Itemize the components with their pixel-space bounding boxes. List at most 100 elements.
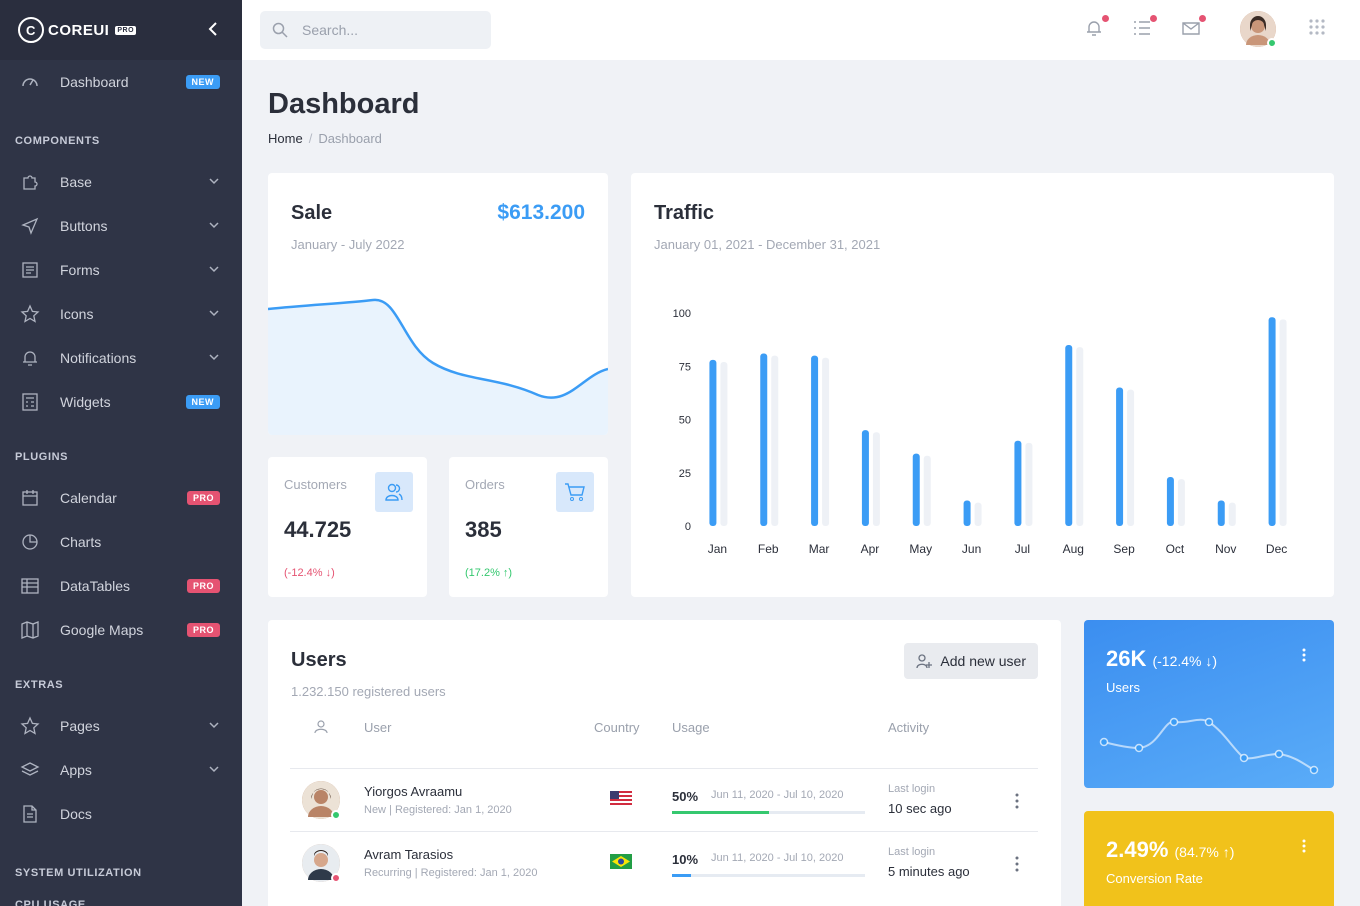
more-vertical-icon[interactable] xyxy=(1302,648,1306,662)
calculator-icon xyxy=(20,392,40,412)
chevron-down-icon xyxy=(209,222,219,229)
bar-mar-series-1[interactable] xyxy=(811,355,819,526)
user-avatar[interactable] xyxy=(1240,11,1277,48)
search-input[interactable] xyxy=(302,22,482,38)
notifications-button[interactable] xyxy=(1084,15,1109,40)
sidebar-item-base[interactable]: Base xyxy=(0,160,242,204)
bar-feb-series-2[interactable] xyxy=(771,355,779,526)
sidebar-item-dashboard[interactable]: Dashboard NEW xyxy=(0,60,242,104)
notification-dot xyxy=(1199,15,1206,22)
y-tick-label: 75 xyxy=(679,361,691,373)
bar-jan-series-1[interactable] xyxy=(709,359,717,526)
activity-value: 10 sec ago xyxy=(888,801,952,816)
table-row[interactable]: Avram Tarasios Recurring | Registered: J… xyxy=(290,831,1038,894)
sidebar-item-icons[interactable]: Icons xyxy=(0,292,242,336)
offline-status xyxy=(331,873,341,883)
sidebar-item-calendar[interactable]: Calendar PRO xyxy=(0,476,242,520)
search-box[interactable] xyxy=(260,11,491,49)
column-header-user[interactable]: User xyxy=(364,720,392,735)
add-user-button[interactable]: Add new user xyxy=(904,643,1038,679)
bar-jun-series-2[interactable] xyxy=(974,502,982,526)
pro-badge: PRO xyxy=(186,623,220,637)
widget-conversion-delta: (84.7% ↑) xyxy=(1174,844,1235,860)
sidebar-collapse-button[interactable] xyxy=(206,20,220,38)
sidebar-item-buttons[interactable]: Buttons xyxy=(0,204,242,248)
bar-feb-series-1[interactable] xyxy=(760,353,768,526)
traffic-chart: 100 75 50 25 0 Jan Feb Mar Apr May Jun Jul Aug Sep Oct… xyxy=(673,308,1288,556)
orders-card: Orders 385 (17.2% ↑) xyxy=(449,457,608,597)
bar-sep-series-1[interactable] xyxy=(1116,387,1124,526)
notification-dot xyxy=(1150,15,1157,22)
bar-nov-series-1[interactable] xyxy=(1217,500,1225,526)
bar-aug-series-2[interactable] xyxy=(1076,347,1084,526)
tasks-button[interactable] xyxy=(1132,15,1157,40)
bar-oct-series-2[interactable] xyxy=(1177,479,1185,526)
bar-jul-series-2[interactable] xyxy=(1025,442,1033,526)
brand-name: COREUI xyxy=(48,21,110,39)
column-header-country[interactable]: Country xyxy=(594,720,640,735)
usage-progress-fill xyxy=(672,874,692,877)
messages-button[interactable] xyxy=(1181,15,1206,40)
bar-aug-series-1[interactable] xyxy=(1065,344,1073,526)
spreadsheet-icon xyxy=(20,576,40,596)
widget-conversion-label: Conversion Rate xyxy=(1106,871,1203,886)
sidebar-item-apps[interactable]: Apps xyxy=(0,748,242,792)
notification-dot xyxy=(1102,15,1109,22)
bar-jun-series-1[interactable] xyxy=(963,500,971,526)
bar-sep-series-2[interactable] xyxy=(1127,389,1135,526)
bar-dec-series-1[interactable] xyxy=(1268,317,1276,526)
bar-jul-series-1[interactable] xyxy=(1014,440,1022,526)
users-card: Users 1.232.150 registered users Add new… xyxy=(268,620,1061,906)
br-flag-icon xyxy=(610,854,632,869)
widget-conversion-value: 2.49% xyxy=(1106,837,1169,862)
people-icon xyxy=(375,472,413,512)
breadcrumb-home[interactable]: Home xyxy=(268,131,303,146)
bar-jan-series-2[interactable] xyxy=(720,361,728,526)
usage-progress-fill xyxy=(672,811,769,814)
sidebar-item-google-maps[interactable]: Google Maps PRO xyxy=(0,608,242,652)
widget-users-value-row: 26K (-12.4% ↓) xyxy=(1106,646,1217,672)
brand-logo[interactable]: C COREUI PRO xyxy=(18,17,137,43)
bar-nov-series-2[interactable] xyxy=(1228,502,1236,526)
sidebar-item-pages[interactable]: Pages xyxy=(0,704,242,748)
customers-label: Customers xyxy=(284,477,347,492)
apps-grid-icon xyxy=(1309,19,1325,35)
more-vertical-icon[interactable] xyxy=(1014,793,1020,809)
sidebar-item-charts[interactable]: Charts xyxy=(0,520,242,564)
column-header-usage[interactable]: Usage xyxy=(672,720,710,735)
sidebar-item-label: DataTables xyxy=(60,578,131,594)
user-plus-icon xyxy=(916,654,933,669)
sidebar-item-notifications[interactable]: Notifications xyxy=(0,336,242,380)
chevron-left-icon xyxy=(208,22,217,36)
more-vertical-icon[interactable] xyxy=(1302,839,1306,853)
sale-amount: $613.200 xyxy=(497,201,585,224)
column-header-activity[interactable]: Activity xyxy=(888,720,930,735)
speedometer-icon xyxy=(20,72,40,92)
sidebar-item-datatables[interactable]: DataTables PRO xyxy=(0,564,242,608)
usage-range: Jun 11, 2020 - Jul 10, 2020 xyxy=(711,852,844,864)
x-tick-label: Dec xyxy=(1266,542,1287,556)
star-icon xyxy=(20,716,40,736)
sidebar-item-widgets[interactable]: Widgets NEW xyxy=(0,380,242,424)
bar-oct-series-1[interactable] xyxy=(1166,477,1174,526)
pro-badge: PRO xyxy=(186,579,220,593)
star-icon xyxy=(20,304,40,324)
apps-menu-button[interactable] xyxy=(1308,18,1330,40)
table-row[interactable]: Yiorgos Avraamu New | Registered: Jan 1,… xyxy=(290,768,1038,831)
sidebar-item-docs[interactable]: Docs xyxy=(0,792,242,836)
bar-mar-series-2[interactable] xyxy=(822,357,830,526)
online-status xyxy=(331,810,341,820)
widget-users-label: Users xyxy=(1106,680,1140,695)
description-icon xyxy=(20,804,40,824)
bar-may-series-2[interactable] xyxy=(923,455,931,526)
bar-dec-series-2[interactable] xyxy=(1279,319,1287,526)
bar-may-series-1[interactable] xyxy=(912,453,920,526)
bar-apr-series-2[interactable] xyxy=(872,432,880,526)
usage-percent: 50% xyxy=(672,789,699,804)
sidebar-item-forms[interactable]: Forms xyxy=(0,248,242,292)
sidebar-item-label: Forms xyxy=(60,262,100,278)
more-vertical-icon[interactable] xyxy=(1014,856,1020,872)
sidebar-section-title: EXTRAS xyxy=(15,679,64,691)
list-icon xyxy=(1134,21,1150,35)
bar-apr-series-1[interactable] xyxy=(861,430,869,526)
